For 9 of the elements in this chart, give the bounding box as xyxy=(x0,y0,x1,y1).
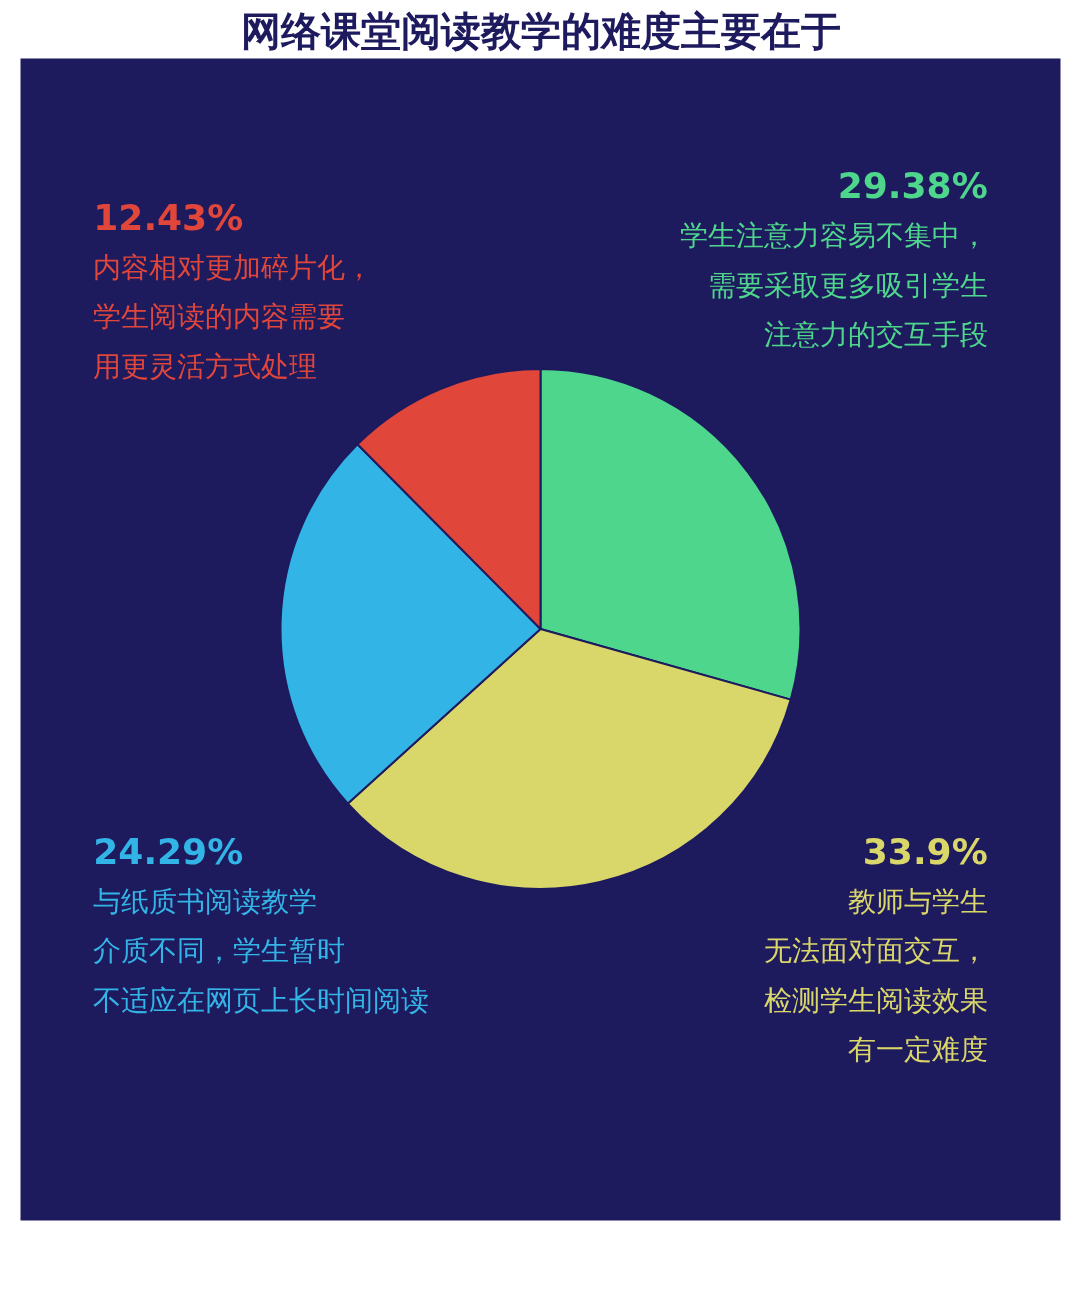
slice-label: 内容相对更加碎片化，学生阅读的内容需要用更灵活方式处理 xyxy=(93,250,374,383)
data-label: 24.29% xyxy=(93,830,244,872)
data-label: 12.43% xyxy=(93,197,244,239)
slice-label: 学生注意力容易不集中，需要采取更多吸引学生注意力的交互手段 xyxy=(679,219,988,352)
slice-label: 与纸质书阅读教学介质不同，学生暂时不适应在网页上长时间阅读 xyxy=(93,884,430,1017)
data-label: 29.38% xyxy=(837,165,988,207)
chart-title: 网络课堂阅读教学的难度主要在于 xyxy=(240,7,841,54)
data-label: 33.9% xyxy=(862,830,988,872)
slice-label: 教师与学生无法面对面交互，检测学生阅读效果有一定难度 xyxy=(763,884,988,1067)
